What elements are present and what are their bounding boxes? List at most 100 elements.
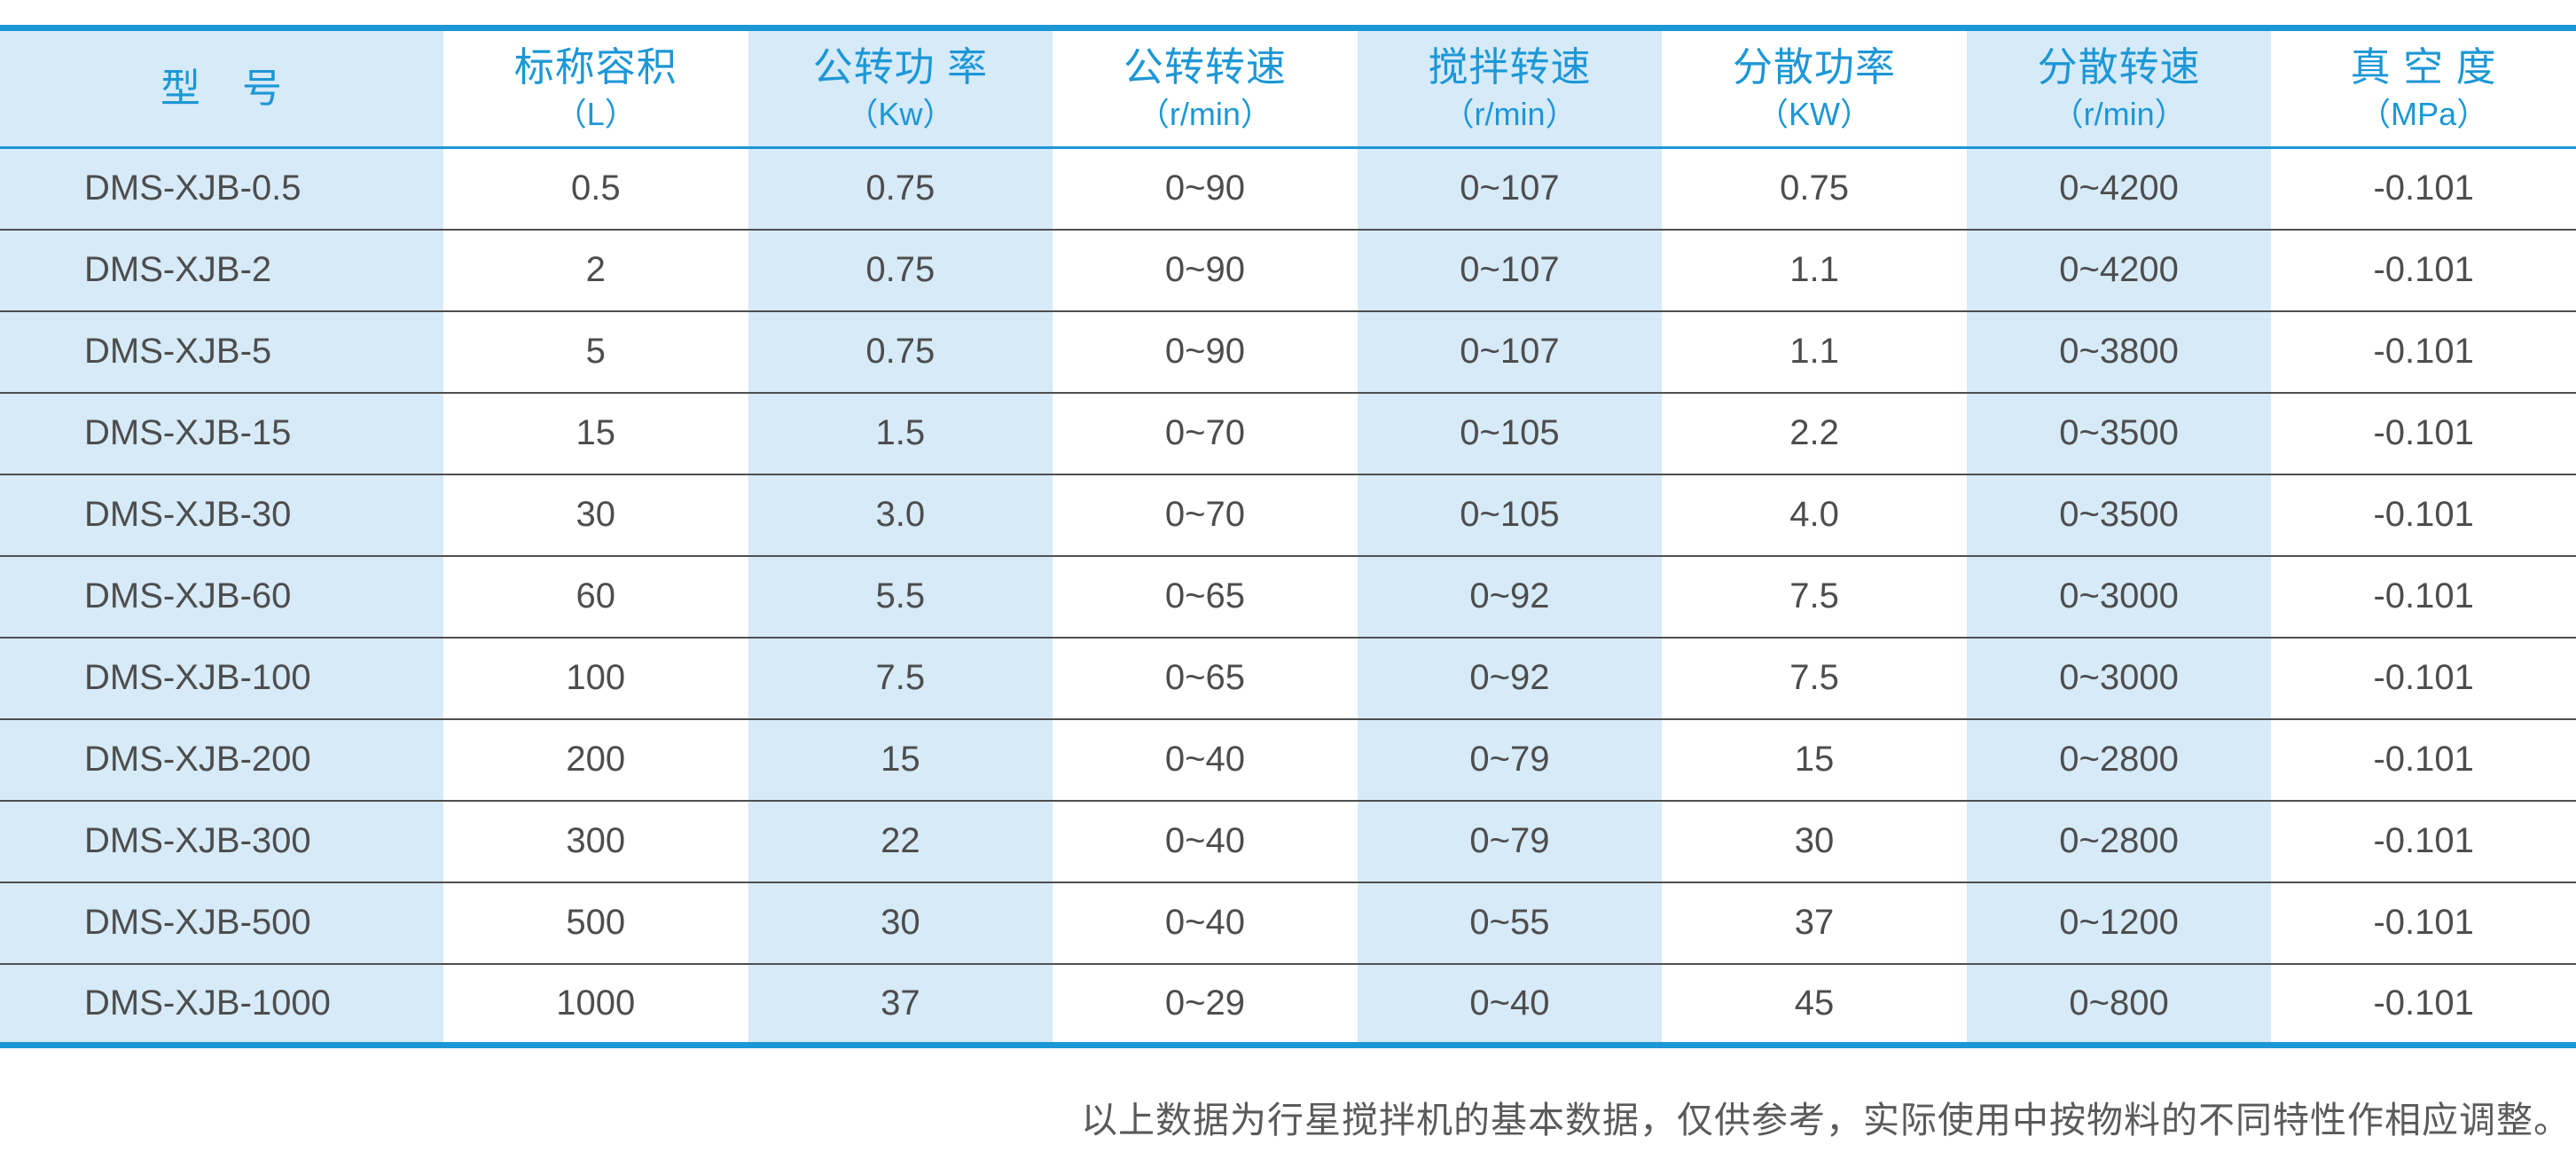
value-cell-vacuum-degree: -0.101 <box>2271 800 2576 883</box>
column-header-vacuum-degree: 真 空 度 （MPa） <box>2271 27 2576 149</box>
table-header: 型 号 标称容积 （L） 公转功 率 （Kw） 公转转速 （r/min） 搅拌转速 （r/min… <box>0 27 2576 149</box>
value-cell-nominal-capacity: 1000 <box>556 983 636 1023</box>
value-cell-vacuum-degree: -0.101 <box>2271 147 2576 231</box>
value-cell-revolution-speed: 0~70 <box>1053 392 1358 475</box>
table-row: DMS-XJB-2 2 0.75 0~90 0~107 1.1 0~4200 -0.101 <box>0 229 2576 312</box>
model-cell: DMS-XJB-1000 <box>0 963 443 1046</box>
value-cell-revolution-speed: 0~90 <box>1053 310 1358 394</box>
spec-table: 型 号 标称容积 （L） 公转功 率 （Kw） 公转转速 （r/min） 搅拌转速 （r/min… <box>0 25 2576 1048</box>
value-cell-stirring-speed: 0~105 <box>1357 474 1663 557</box>
value-cell-revolution-speed: 0~90 <box>1053 229 1358 312</box>
value-cell-dispersing-power: 0.75 <box>1662 147 1967 231</box>
value-cell-stirring-speed: 0~55 <box>1357 882 1663 965</box>
model-cell: DMS-XJB-300 <box>0 800 443 883</box>
model-cell: DMS-XJB-200 <box>0 718 443 802</box>
table-row: DMS-XJB-15 15 1.5 0~70 0~105 2.2 0~3500 -0.101 <box>0 392 2576 475</box>
value-cell-dispersing-power: 1.1 <box>1662 310 1967 394</box>
value-cell-dispersing-speed: 0~3000 <box>1966 555 2272 639</box>
value-cell-vacuum-degree: -0.101 <box>2271 229 2576 312</box>
value-cell-dispersing-power: 2.2 <box>1662 392 1967 475</box>
value-cell-dispersing-power: 45 <box>1794 983 1835 1023</box>
value-cell-revolution-power: 15 <box>748 718 1053 802</box>
value-cell-stirring-speed: 0~92 <box>1357 555 1663 639</box>
value-cell-vacuum-degree: -0.101 <box>2373 983 2474 1023</box>
value-cell-dispersing-speed: 0~1200 <box>1966 882 2272 965</box>
value-cell-nominal-capacity: 0.5 <box>443 147 748 231</box>
table-row: DMS-XJB-30 30 3.0 0~70 0~105 4.0 0~3500 -0.101 <box>0 474 2576 557</box>
value-cell-revolution-power: 3.0 <box>748 474 1053 557</box>
value-cell-stirring-speed: 0~79 <box>1357 800 1663 883</box>
value-cell-nominal-capacity: 100 <box>443 637 748 720</box>
value-cell-nominal-capacity: 500 <box>443 882 748 965</box>
value-cell-nominal-capacity: 30 <box>443 474 748 557</box>
value-cell-nominal-capacity: 200 <box>443 718 748 802</box>
column-unit: （r/min） <box>1137 96 1272 132</box>
value-cell-stirring-speed: 0~105 <box>1357 392 1663 475</box>
value-cell-revolution-speed: 0~40 <box>1053 882 1358 965</box>
model-cell: DMS-XJB-500 <box>0 882 443 965</box>
column-label: 分散功率 <box>1733 44 1897 90</box>
value-cell-stirring-speed: 0~107 <box>1357 310 1663 394</box>
value-cell-dispersing-speed: 0~2800 <box>1966 718 2272 802</box>
model-cell: DMS-XJB-5 <box>0 310 443 394</box>
value-cell-vacuum-degree: -0.101 <box>2271 718 2576 802</box>
value-cell-dispersing-speed: 0~3800 <box>1966 310 2272 394</box>
table-row: DMS-XJB-5 5 0.75 0~90 0~107 1.1 0~3800 -0.101 <box>0 310 2576 394</box>
table-row: DMS-XJB-1000 1000 37 0~29 0~40 45 0~800 -0.101 <box>0 963 2576 1046</box>
value-cell-nominal-capacity: 2 <box>443 229 748 312</box>
value-cell-vacuum-degree: -0.101 <box>2271 637 2576 720</box>
value-cell-stirring-speed: 0~40 <box>1357 963 1663 1046</box>
value-cell-dispersing-power: 4.0 <box>1662 474 1967 557</box>
value-cell-stirring-speed: 0~92 <box>1357 637 1663 720</box>
table-row: DMS-XJB-60 60 5.5 0~65 0~92 7.5 0~3000 -0.101 <box>0 555 2576 639</box>
model-cell: DMS-XJB-2 <box>0 229 443 312</box>
value-cell-vacuum-degree: -0.101 <box>2271 474 2576 557</box>
value-cell-revolution-power: 5.5 <box>748 555 1053 639</box>
column-unit: （L） <box>554 96 637 132</box>
value-cell-dispersing-power: 1.1 <box>1662 229 1967 312</box>
value-cell-nominal-capacity: 60 <box>443 555 748 639</box>
value-cell-revolution-power: 7.5 <box>748 637 1053 720</box>
model-cell: DMS-XJB-15 <box>0 392 443 475</box>
value-cell-revolution-speed: 0~65 <box>1053 555 1358 639</box>
value-cell-revolution-speed: 0~40 <box>1053 800 1358 883</box>
table-row: DMS-XJB-200 200 15 0~40 0~79 15 0~2800 -0.101 <box>0 718 2576 802</box>
value-cell-dispersing-speed: 0~3500 <box>1966 474 2272 557</box>
column-header-stirring-speed: 搅拌转速 （r/min） <box>1357 27 1663 149</box>
value-cell-vacuum-degree: -0.101 <box>2271 392 2576 475</box>
column-unit: （MPa） <box>2359 96 2489 132</box>
table-row: DMS-XJB-0.5 0.5 0.75 0~90 0~107 0.75 0~4200 -0.… <box>0 147 2576 231</box>
table-header-row: 型 号 标称容积 （L） 公转功 率 （Kw） 公转转速 （r/min） 搅拌转速 （r/min… <box>0 27 2576 149</box>
model-cell: DMS-XJB-0.5 <box>0 147 443 231</box>
value-cell-nominal-capacity: 300 <box>443 800 748 883</box>
value-cell-vacuum-degree: -0.101 <box>2271 555 2576 639</box>
value-cell-dispersing-power: 7.5 <box>1662 637 1967 720</box>
value-cell-revolution-speed: 0~29 <box>1164 983 1245 1023</box>
model-cell: DMS-XJB-30 <box>0 474 443 557</box>
value-cell-vacuum-degree: -0.101 <box>2271 882 2576 965</box>
value-cell-dispersing-power: 30 <box>1662 800 1967 883</box>
value-cell-revolution-speed: 0~40 <box>1053 718 1358 802</box>
column-header-revolution-speed: 公转转速 （r/min） <box>1053 27 1358 149</box>
table-row: DMS-XJB-300 300 22 0~40 0~79 30 0~2800 -0.101 <box>0 800 2576 883</box>
column-label: 真 空 度 <box>2350 44 2497 90</box>
value-cell-revolution-power: 37 <box>748 963 1053 1046</box>
value-cell-dispersing-speed: 0~4200 <box>1966 229 2272 312</box>
column-header-model: 型 号 <box>0 27 443 149</box>
value-cell-dispersing-power: 7.5 <box>1662 555 1967 639</box>
column-label: 型 号 <box>160 66 283 111</box>
value-cell-revolution-power: 0.75 <box>748 229 1053 312</box>
value-cell-revolution-power: 22 <box>748 800 1053 883</box>
footer-note: 以上数据为行星搅拌机的基本数据，仅供参考，实际使用中按物料的不同特性作相应调整。 <box>1081 1099 2571 1141</box>
column-header-dispersing-power: 分散功率 （KW） <box>1662 27 1967 149</box>
value-cell-nominal-capacity: 5 <box>443 310 748 394</box>
value-cell-dispersing-speed: 0~2800 <box>1966 800 2272 883</box>
value-cell-vacuum-degree: -0.101 <box>2271 310 2576 394</box>
value-cell-nominal-capacity: 15 <box>443 392 748 475</box>
value-cell-dispersing-speed: 0~3500 <box>1966 392 2272 475</box>
value-cell-revolution-speed: 0~65 <box>1053 637 1358 720</box>
column-unit: （r/min） <box>2051 96 2187 132</box>
value-cell-revolution-speed: 0~70 <box>1053 474 1358 557</box>
value-cell-stirring-speed: 0~107 <box>1357 229 1663 312</box>
